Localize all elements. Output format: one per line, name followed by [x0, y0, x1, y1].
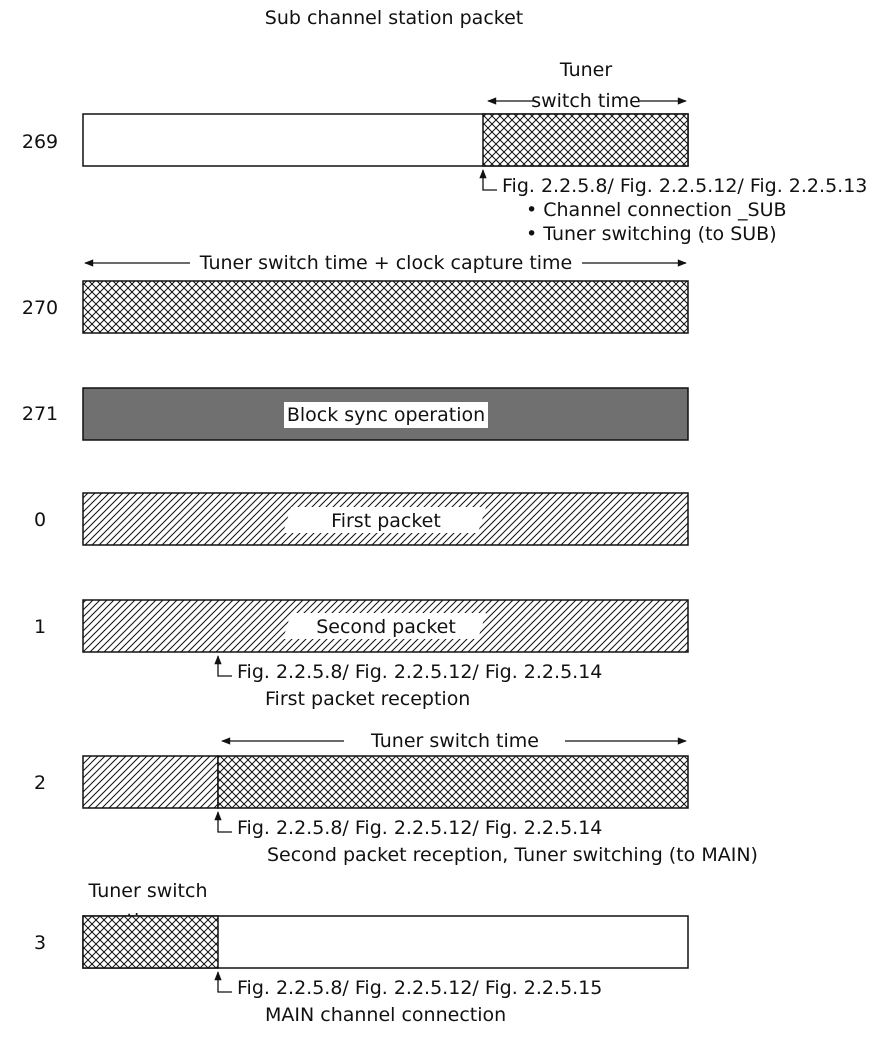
- row-number: 0: [34, 509, 46, 531]
- callout-line: [217, 670, 232, 677]
- label-backdrop: [283, 507, 486, 533]
- row-270: Tuner switch time + clock capture time 2…: [22, 252, 689, 334]
- block-sync-label: Block sync operation: [287, 404, 485, 426]
- callout-line: [217, 986, 232, 993]
- span-label-bottom: switch time: [531, 90, 641, 112]
- first-packet-label: First packet: [331, 510, 441, 532]
- row-0: 0 First packet: [34, 492, 689, 546]
- note-line: Second packet reception, Tuner switching…: [267, 844, 758, 866]
- row-2: Tuner switch time 2 Fig. 2.2.5.8/ Fig. 2…: [34, 730, 758, 866]
- row-number: 2: [34, 772, 46, 794]
- fig-reference: Fig. 2.2.5.8/ Fig. 2.2.5.12/ Fig. 2.2.5.…: [502, 175, 867, 197]
- span-label: Tuner switch time + clock capture time: [199, 252, 573, 274]
- label-backdrop: [283, 613, 486, 639]
- note-line: MAIN channel connection: [265, 1004, 506, 1026]
- fig-reference: Fig. 2.2.5.8/ Fig. 2.2.5.12/ Fig. 2.2.5.…: [237, 817, 602, 839]
- row-number: 271: [22, 403, 58, 425]
- tuner-clock-segment: [82, 280, 689, 334]
- note-line: • Tuner switching (to SUB): [526, 223, 777, 245]
- diagram-title: Sub channel station packet: [265, 7, 523, 29]
- row-1: 1 Second packet Fig. 2.2.5.8/ Fig. 2.2.5…: [34, 599, 689, 710]
- row-number: 3: [34, 932, 46, 954]
- callout-line: [217, 826, 232, 833]
- second-packet-label: Second packet: [316, 616, 456, 638]
- span-label-top: Tuner: [559, 59, 612, 81]
- fig-reference: Fig. 2.2.5.8/ Fig. 2.2.5.12/ Fig. 2.2.5.…: [237, 661, 602, 683]
- label-backdrop: [284, 402, 488, 428]
- span-label-top: Tuner switch: [87, 880, 207, 902]
- tuner-switch-segment: [217, 755, 689, 809]
- fig-reference: Fig. 2.2.5.8/ Fig. 2.2.5.12/ Fig. 2.2.5.…: [237, 977, 602, 999]
- note-line: First packet reception: [265, 688, 470, 710]
- row-269: 269 Tuner switch time Fig. 2.2.5.8/ Fig.…: [22, 59, 868, 245]
- second-packet-tail: [82, 755, 219, 809]
- row-number: 269: [22, 131, 58, 153]
- tuner-switch-segment: [82, 915, 219, 969]
- row-number: 270: [22, 297, 58, 319]
- row-271: 271 Block sync operation: [22, 387, 689, 441]
- note-line: • Channel connection _SUB: [526, 199, 787, 221]
- row-3: Tuner switch time 3 Fig. 2.2.5.8/ Fig. 2…: [34, 880, 689, 1026]
- row-number: 1: [34, 616, 46, 638]
- callout-line: [482, 184, 497, 191]
- tuner-switch-segment: [482, 113, 689, 167]
- span-label: Tuner switch time: [370, 730, 539, 752]
